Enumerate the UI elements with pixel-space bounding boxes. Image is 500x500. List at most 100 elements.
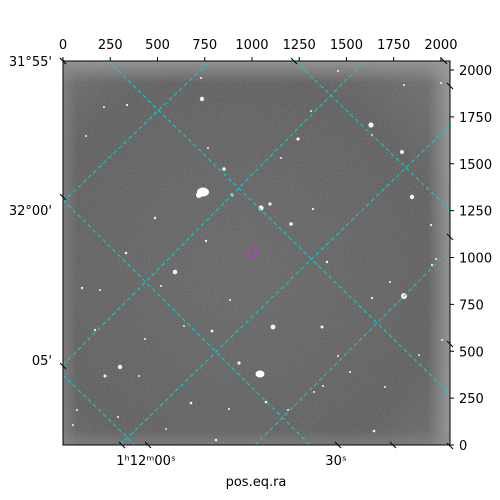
y-pixel-tick-label: 1000 xyxy=(459,252,492,267)
dec-tick-label: 05' xyxy=(32,354,52,369)
grid-line xyxy=(63,61,211,203)
wcs-axis-ticks xyxy=(59,57,454,450)
y-pixel-tick-label: 750 xyxy=(459,298,484,313)
star xyxy=(199,96,205,102)
wcs-tick xyxy=(290,57,298,65)
star xyxy=(153,216,157,220)
grid-line xyxy=(107,61,450,395)
grid-line xyxy=(294,61,450,211)
wcs-tick xyxy=(440,57,448,65)
star xyxy=(368,122,374,128)
x-pixel-tick-label: 1750 xyxy=(377,38,410,53)
plot-frame xyxy=(62,60,451,446)
star xyxy=(389,281,391,283)
star xyxy=(103,374,107,378)
star xyxy=(441,339,443,341)
star xyxy=(204,239,208,243)
star xyxy=(124,251,128,255)
star xyxy=(289,222,293,226)
star xyxy=(237,361,241,365)
y-pixel-tick-label: 0 xyxy=(459,439,467,454)
wcs-tick xyxy=(59,57,67,65)
wcs-tick xyxy=(446,82,454,90)
ra-tick-label: 30ˢ xyxy=(325,454,347,469)
wcs-tick xyxy=(59,362,67,370)
star xyxy=(429,223,433,227)
star xyxy=(325,260,329,264)
star xyxy=(72,424,74,426)
grid-line xyxy=(254,249,450,445)
star xyxy=(337,355,339,357)
star xyxy=(372,429,376,433)
star xyxy=(165,428,167,430)
grid-line xyxy=(63,374,136,445)
x-pixel-tick-label: 0 xyxy=(59,38,67,53)
star xyxy=(435,258,437,260)
star xyxy=(214,438,218,442)
star xyxy=(189,401,193,405)
star xyxy=(296,137,300,141)
star xyxy=(287,409,289,411)
star xyxy=(160,285,162,287)
star xyxy=(117,364,123,370)
star xyxy=(144,338,146,340)
ra-tick-label: 1ʰ12ᵐ00ˢ xyxy=(116,454,176,469)
wcs-tick xyxy=(446,340,454,348)
star xyxy=(370,296,374,300)
target-marker xyxy=(246,246,258,257)
star xyxy=(228,408,230,410)
star xyxy=(280,157,282,159)
wcs-tick xyxy=(334,441,342,449)
x-pixel-tick-label: 500 xyxy=(145,38,170,53)
star xyxy=(322,385,324,387)
wcs-tick xyxy=(389,441,397,449)
wcs-tick xyxy=(446,442,454,450)
dec-tick-label: 32°00' xyxy=(9,204,52,219)
star xyxy=(125,103,129,107)
star xyxy=(172,269,178,275)
x-pixel-tick-label: 2000 xyxy=(424,38,457,53)
star xyxy=(76,409,78,411)
star xyxy=(210,329,214,333)
star xyxy=(103,106,105,108)
grid-line xyxy=(63,199,311,445)
x-pixel-tick-label: 250 xyxy=(98,38,123,53)
star-field xyxy=(72,70,443,442)
star xyxy=(270,324,276,330)
pixel-axis-ticks: 0 250 500 750 1000 1250 1500 1750 2000 0 250 500 750… xyxy=(59,38,492,454)
star xyxy=(409,194,415,200)
star xyxy=(320,325,324,329)
x-pixel-tick-label: 1250 xyxy=(283,38,316,53)
coordinate-grid xyxy=(63,61,450,445)
dec-tick-label: 31°55' xyxy=(9,55,52,70)
star xyxy=(311,207,315,211)
y-pixel-tick-label: 1750 xyxy=(459,111,492,126)
wcs-tick xyxy=(446,233,454,241)
star xyxy=(85,135,87,137)
star xyxy=(117,416,119,418)
star xyxy=(268,202,272,206)
star xyxy=(430,263,434,267)
star xyxy=(207,147,209,149)
x-pixel-tick-label: 750 xyxy=(192,38,217,53)
wcs-tick xyxy=(118,441,126,449)
star xyxy=(337,70,339,72)
star xyxy=(80,286,84,290)
star xyxy=(349,371,351,373)
x-axis-title: pos.eq.ra xyxy=(226,475,287,490)
star xyxy=(440,82,442,84)
y-pixel-tick-label: 250 xyxy=(459,392,484,407)
star xyxy=(138,375,140,377)
wcs-tick xyxy=(59,193,67,201)
x-pixel-tick-label: 1000 xyxy=(235,38,268,53)
star xyxy=(183,325,185,327)
star xyxy=(403,84,405,86)
star xyxy=(400,150,404,154)
star xyxy=(93,328,97,332)
bright-star xyxy=(255,370,265,378)
star xyxy=(310,110,312,112)
y-pixel-tick-label: 2000 xyxy=(459,64,492,79)
star xyxy=(229,299,231,301)
star xyxy=(418,354,420,356)
